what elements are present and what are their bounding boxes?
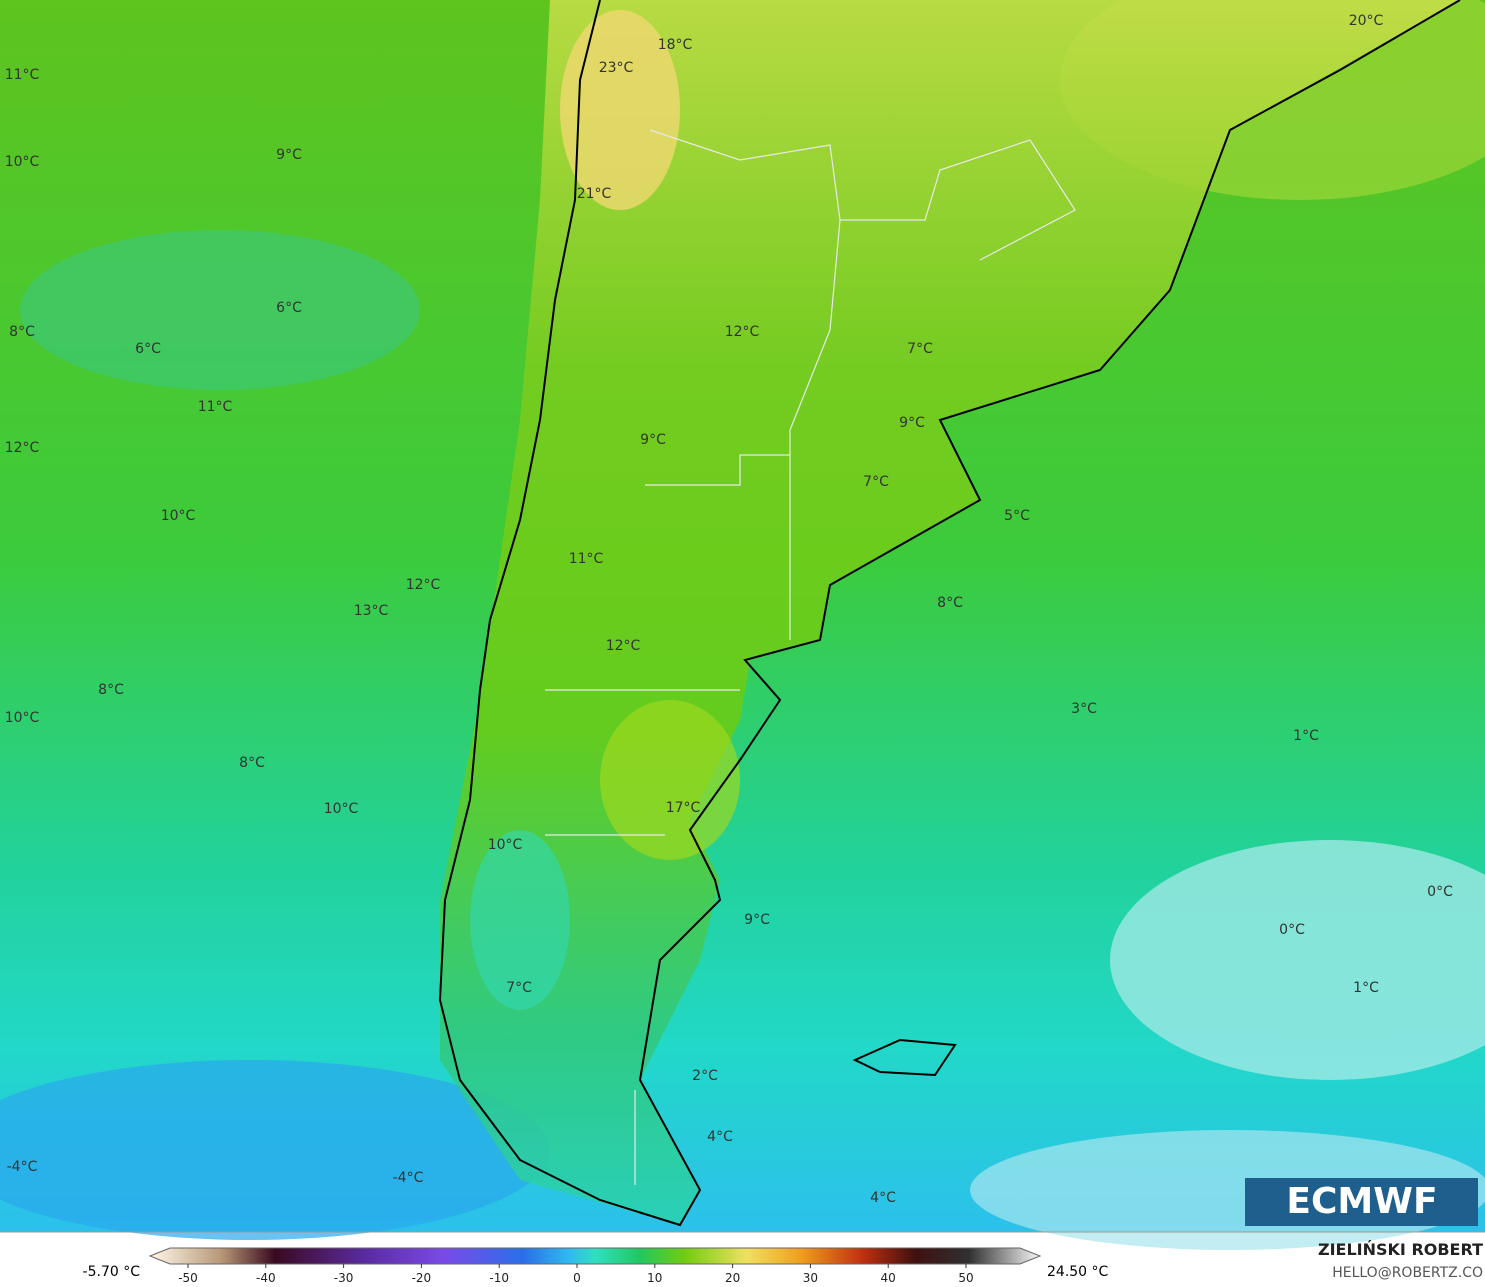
temperature-label: 3°C bbox=[1071, 701, 1097, 717]
temperature-label: 10°C bbox=[324, 801, 359, 817]
temperature-label: 4°C bbox=[870, 1190, 896, 1206]
temperature-label: 12°C bbox=[406, 577, 441, 593]
temperature-label: 8°C bbox=[9, 324, 35, 340]
temperature-label: 10°C bbox=[5, 710, 40, 726]
colorbar-tick-label: 0 bbox=[573, 1271, 581, 1285]
temperature-label: 20°C bbox=[1349, 13, 1384, 29]
temperature-label: 7°C bbox=[863, 474, 889, 490]
logo-text: ECMWF bbox=[1286, 1181, 1437, 1222]
temperature-label: 11°C bbox=[5, 67, 40, 83]
credit-email: HELLO@ROBERTZ.CO bbox=[1332, 1265, 1483, 1281]
colorbar-tick-label: 30 bbox=[803, 1271, 818, 1285]
colorbar-tick-label: 50 bbox=[958, 1271, 973, 1285]
temperature-label: 0°C bbox=[1279, 922, 1305, 938]
temperature-label: 13°C bbox=[354, 603, 389, 619]
temperature-label: 10°C bbox=[488, 837, 523, 853]
temperature-label: 1°C bbox=[1293, 728, 1319, 744]
temperature-label: 2°C bbox=[692, 1068, 718, 1084]
temperature-label: 12°C bbox=[5, 440, 40, 456]
colorbar-tick-label: 10 bbox=[647, 1271, 662, 1285]
temperature-label: 11°C bbox=[198, 399, 233, 415]
colorbar-tick-label: 40 bbox=[881, 1271, 896, 1285]
temperature-label: -4°C bbox=[393, 1170, 424, 1186]
temperature-label: 7°C bbox=[907, 341, 933, 357]
colorbar-tick-label: 20 bbox=[725, 1271, 740, 1285]
temperature-label: 9°C bbox=[276, 147, 302, 163]
credit-name: ZIELIŃSKI ROBERT bbox=[1318, 1240, 1483, 1259]
temperature-label: 6°C bbox=[135, 341, 161, 357]
temperature-label: 8°C bbox=[98, 682, 124, 698]
temperature-label: 21°C bbox=[577, 186, 612, 202]
temperature-label: 4°C bbox=[707, 1129, 733, 1145]
temperature-label: 12°C bbox=[606, 638, 641, 654]
colorbar-tick-label: -40 bbox=[256, 1271, 276, 1285]
colorbar-min: -5.70 °C bbox=[83, 1264, 141, 1280]
temperature-label: 0°C bbox=[1427, 884, 1453, 900]
temperature-label: 10°C bbox=[5, 154, 40, 170]
borders bbox=[545, 129, 1076, 1185]
map-background bbox=[0, 0, 1485, 1250]
temperature-label: 12°C bbox=[725, 324, 760, 340]
temperature-label: 5°C bbox=[1004, 508, 1030, 524]
colorbar-tick-label: -30 bbox=[334, 1271, 354, 1285]
colorbar-tick-label: -20 bbox=[412, 1271, 432, 1285]
temperature-label: 9°C bbox=[899, 415, 925, 431]
temperature-label: -4°C bbox=[7, 1159, 38, 1175]
coastline bbox=[438, 0, 1461, 1227]
temperature-label: 17°C bbox=[666, 800, 701, 816]
temperature-label: 8°C bbox=[239, 755, 265, 771]
colorbar-max: 24.50 °C bbox=[1047, 1264, 1109, 1280]
temperature-label: 9°C bbox=[744, 912, 770, 928]
logo: ECMWF bbox=[1245, 1178, 1478, 1226]
colorbar-tick-label: -50 bbox=[178, 1271, 198, 1285]
temperature-label: 10°C bbox=[161, 508, 196, 524]
colorbar-tick-label: -10 bbox=[489, 1271, 509, 1285]
temperature-label: 9°C bbox=[640, 432, 666, 448]
temperature-label: 8°C bbox=[937, 595, 963, 611]
temperature-label: 23°C bbox=[599, 60, 634, 76]
temperature-label: 11°C bbox=[569, 551, 604, 567]
temperature-label: 7°C bbox=[506, 980, 532, 996]
temperature-label: 6°C bbox=[276, 300, 302, 316]
colorbar: -5.70 °C 24.50 °C -50 -40 -30 -20 -10 0 10 20 30… bbox=[83, 1247, 1109, 1285]
temperature-label: 1°C bbox=[1353, 980, 1379, 996]
temperature-label: 18°C bbox=[658, 37, 693, 53]
